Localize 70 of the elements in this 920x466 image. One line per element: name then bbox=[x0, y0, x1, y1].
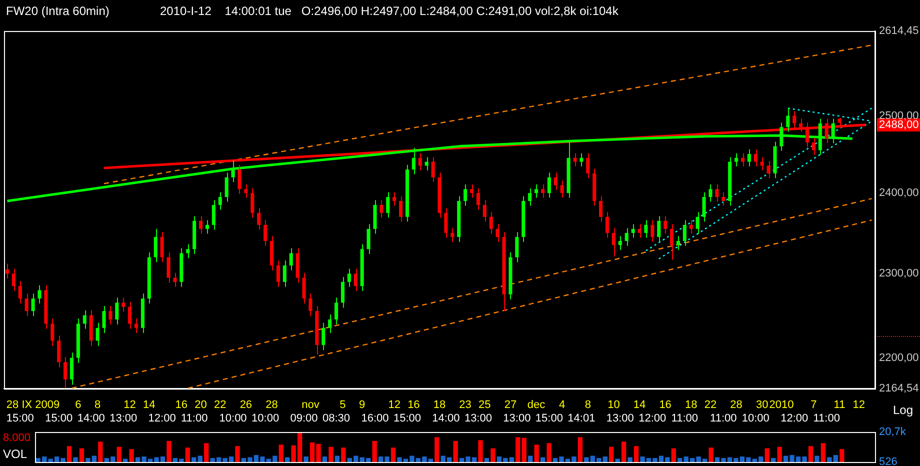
y-tick-label: 2164,54 bbox=[879, 382, 919, 395]
x-tick-label: 13:00 bbox=[503, 412, 531, 424]
y-tick-label: 2614,45 bbox=[879, 25, 919, 38]
x-tick-label: 7 bbox=[810, 399, 817, 412]
x-tick-label: 4 bbox=[559, 399, 566, 412]
x-tick-label: 18 bbox=[684, 399, 698, 412]
y-axis-title: VOL bbox=[3, 447, 28, 461]
y-tick-label: 20,7k bbox=[879, 426, 906, 438]
x-tick-label: 14 bbox=[143, 399, 156, 412]
y-tick-label: 526 bbox=[879, 456, 898, 466]
x-tick-label: 11:00 bbox=[813, 412, 840, 424]
x-tick-label: 26 bbox=[240, 399, 252, 412]
x-tick-label: 11 bbox=[834, 399, 846, 412]
x-tick-label: 11:00 bbox=[180, 412, 208, 424]
chart-title: FW20 (Intra 60min) bbox=[6, 4, 110, 18]
x-tick-label: 13:00 bbox=[110, 412, 138, 424]
x-tick-label: 9 bbox=[359, 399, 366, 412]
x-tick-label: 11:00 bbox=[710, 412, 737, 424]
x-tick-label: 13:00 bbox=[606, 412, 634, 424]
x-tick-label: 10:00 bbox=[742, 412, 770, 424]
x-tick-label: 14:00 bbox=[77, 412, 105, 424]
x-tick-label: 8 bbox=[584, 399, 591, 412]
x-tick-label: 12:00 bbox=[638, 412, 666, 424]
x-tick-label: 28 bbox=[266, 399, 278, 412]
x-tick-label: 15:00 bbox=[393, 412, 422, 424]
x-tick-label: 28 IX 2009 bbox=[6, 399, 60, 412]
x-tick-label: 5 bbox=[340, 399, 346, 412]
x-tick-label: 8 bbox=[94, 399, 101, 412]
chart-subtitle: 2010-I-12 14:00:01 tue O:2496,00 H:2497,00 L:2484,00 C:2491,00 vol:2,8k oi:104k bbox=[160, 4, 618, 18]
x-tick-label: 15:00 bbox=[6, 412, 34, 424]
x-tick-label: 23 bbox=[459, 399, 472, 412]
x-tick-label: 20 bbox=[194, 399, 207, 412]
x-tick-label: 16 bbox=[408, 399, 420, 412]
x-tick-label: 2010 bbox=[769, 399, 794, 412]
x-tick-label: 10 bbox=[608, 399, 620, 412]
x-tick-label: 14:00 bbox=[432, 412, 460, 424]
x-tick-label: 12 bbox=[124, 399, 136, 412]
x-tick-label: 18 bbox=[433, 399, 446, 412]
x-tick-label: 16:00 bbox=[361, 412, 389, 424]
x-tick-label: nov bbox=[302, 399, 320, 412]
x-tick-label: 6 bbox=[75, 399, 82, 412]
x-tick-label: 13:00 bbox=[464, 412, 492, 424]
text: Log bbox=[893, 403, 914, 417]
x-tick-label: 12:00 bbox=[148, 412, 176, 424]
text: 8.000 bbox=[3, 431, 31, 445]
x-tick-label: 16 bbox=[659, 399, 672, 412]
y-tick-label: 2488,00 bbox=[879, 118, 919, 131]
x-tick-label: 09:00 bbox=[290, 412, 318, 424]
x-tick-label: 15:00 bbox=[535, 412, 563, 424]
x-tick-label: 12 bbox=[852, 399, 865, 412]
y-tick-label: 2400,00 bbox=[879, 187, 919, 200]
x-tick-label: 10:00 bbox=[252, 412, 280, 424]
y-tick-label: 2300,00 bbox=[879, 268, 919, 280]
x-tick-label: 30 bbox=[756, 399, 768, 412]
x-tick-label: 28 bbox=[730, 399, 742, 412]
x-tick-label: 12 bbox=[388, 399, 400, 412]
x-tick-label: 14 bbox=[633, 399, 646, 412]
x-tick-label: 08:30 bbox=[322, 412, 350, 424]
x-tick-label: 22 bbox=[704, 399, 717, 412]
x-tick-label: 22 bbox=[214, 399, 226, 412]
x-tick-label: 12:00 bbox=[780, 412, 808, 424]
x-tick-label: 27 bbox=[504, 399, 517, 412]
x-tick-label: 16 bbox=[175, 399, 188, 412]
x-tick-label: 14:01 bbox=[568, 412, 596, 424]
x-tick-label: dec bbox=[527, 399, 546, 412]
x-tick-label: 11:00 bbox=[671, 412, 698, 424]
x-tick-label: 10:00 bbox=[219, 412, 247, 424]
x-tick-label: 15:00 bbox=[45, 412, 73, 424]
y-tick-label: 2200,00 bbox=[879, 352, 919, 364]
x-tick-label: 25 bbox=[478, 399, 491, 412]
